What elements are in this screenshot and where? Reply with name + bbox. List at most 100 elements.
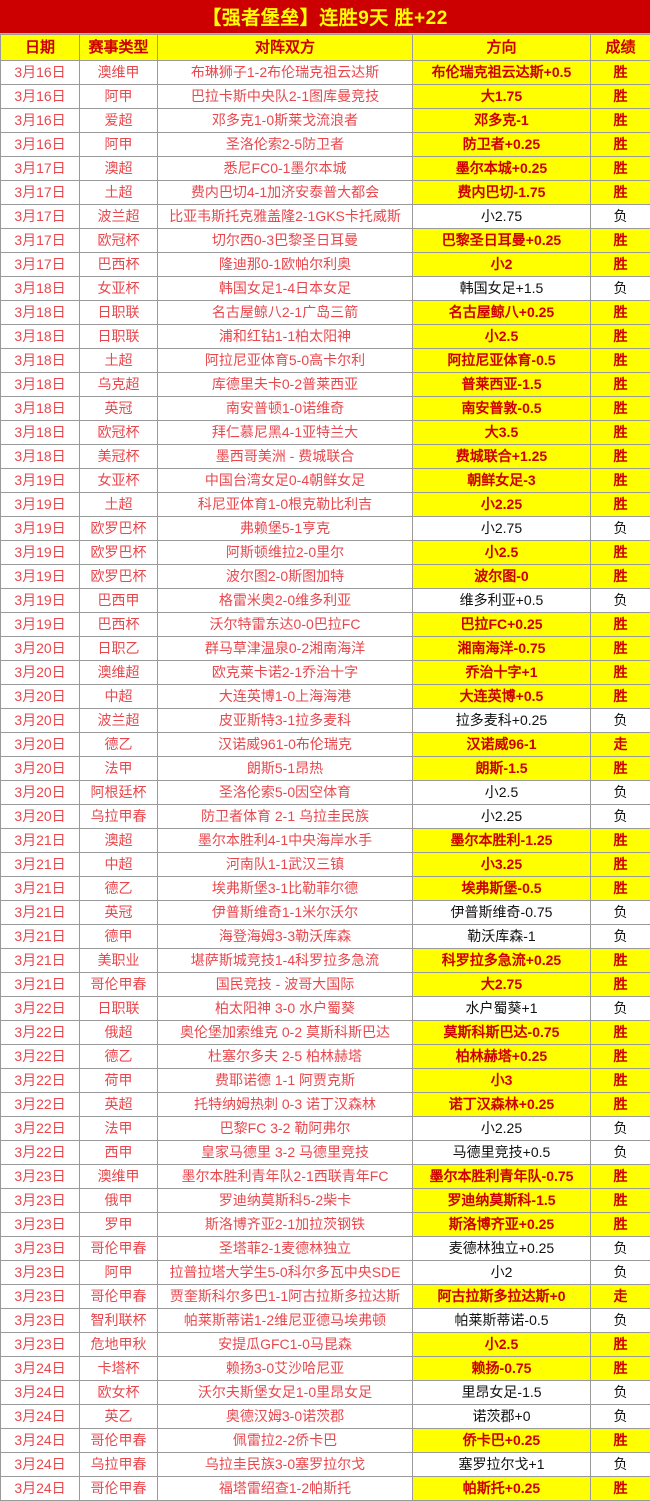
- cell-date: 3月16日: [1, 85, 80, 109]
- cell-match: 阿拉尼亚体育5-0高卡尔利: [158, 349, 413, 373]
- cell-result: 胜: [591, 301, 650, 325]
- cell-league: 波兰超: [80, 709, 158, 733]
- cell-match: 隆迪那0-1欧帕尔利奥: [158, 253, 413, 277]
- cell-result: 负: [591, 589, 650, 613]
- cell-date: 3月17日: [1, 253, 80, 277]
- cell-direction: 名古屋鲸八+0.25: [413, 301, 591, 325]
- cell-direction: 巴黎圣日耳曼+0.25: [413, 229, 591, 253]
- cell-date: 3月24日: [1, 1357, 80, 1381]
- cell-date: 3月23日: [1, 1189, 80, 1213]
- cell-date: 3月21日: [1, 973, 80, 997]
- cell-direction: 维多利亚+0.5: [413, 589, 591, 613]
- cell-league: 澳维甲: [80, 1165, 158, 1189]
- cell-date: 3月21日: [1, 853, 80, 877]
- cell-league: 女亚杯: [80, 469, 158, 493]
- cell-direction: 大2.75: [413, 973, 591, 997]
- cell-date: 3月22日: [1, 1021, 80, 1045]
- cell-league: 巴西杯: [80, 253, 158, 277]
- cell-direction: 朗斯-1.5: [413, 757, 591, 781]
- cell-direction: 拉多麦科+0.25: [413, 709, 591, 733]
- cell-date: 3月23日: [1, 1333, 80, 1357]
- cell-result: 胜: [591, 1357, 650, 1381]
- cell-league: 乌克超: [80, 373, 158, 397]
- title-banner: 【强者堡垒】连胜9天 胜+22: [0, 0, 650, 34]
- cell-league: 日职联: [80, 325, 158, 349]
- cell-league: 日职乙: [80, 637, 158, 661]
- cell-date: 3月20日: [1, 781, 80, 805]
- cell-date: 3月24日: [1, 1477, 80, 1501]
- cell-direction: 小3: [413, 1069, 591, 1093]
- column-header-result: 成绩: [591, 35, 650, 61]
- cell-date: 3月19日: [1, 469, 80, 493]
- cell-league: 阿甲: [80, 85, 158, 109]
- cell-direction: 巴拉FC+0.25: [413, 613, 591, 637]
- cell-date: 3月20日: [1, 805, 80, 829]
- cell-league: 日职联: [80, 997, 158, 1021]
- cell-date: 3月20日: [1, 709, 80, 733]
- cell-direction: 费城联合+1.25: [413, 445, 591, 469]
- cell-league: 西甲: [80, 1141, 158, 1165]
- cell-league: 英冠: [80, 397, 158, 421]
- cell-date: 3月18日: [1, 325, 80, 349]
- cell-result: 负: [591, 709, 650, 733]
- cell-result: 胜: [591, 853, 650, 877]
- cell-date: 3月20日: [1, 661, 80, 685]
- cell-match: 比亚韦斯托克雅盖隆2-1GKS卡托威斯: [158, 205, 413, 229]
- cell-direction: 埃弗斯堡-0.5: [413, 877, 591, 901]
- cell-date: 3月21日: [1, 829, 80, 853]
- cell-league: 乌拉甲春: [80, 1453, 158, 1477]
- cell-match: 圣洛伦索5-0因空体育: [158, 781, 413, 805]
- cell-league: 欧罗巴杯: [80, 517, 158, 541]
- cell-match: 费内巴切4-1加济安泰普大都会: [158, 181, 413, 205]
- cell-match: 墨尔本胜利4-1中央海岸水手: [158, 829, 413, 853]
- cell-match: 圣洛伦索2-5防卫者: [158, 133, 413, 157]
- cell-direction: 韩国女足+1.5: [413, 277, 591, 301]
- cell-match: 帕莱斯蒂诺1-2维尼亚德马埃弗顿: [158, 1309, 413, 1333]
- cell-result: 胜: [591, 541, 650, 565]
- cell-direction: 罗迪纳莫斯科-1.5: [413, 1189, 591, 1213]
- cell-direction: 莫斯科斯巴达-0.75: [413, 1021, 591, 1045]
- cell-match: 汉诺威961-0布伦瑞克: [158, 733, 413, 757]
- cell-match: 库德里夫卡0-2普莱西亚: [158, 373, 413, 397]
- cell-direction: 勒沃库森-1: [413, 925, 591, 949]
- cell-result: 胜: [591, 877, 650, 901]
- cell-date: 3月17日: [1, 205, 80, 229]
- cell-match: 乌拉圭民族3-0塞罗拉尔戈: [158, 1453, 413, 1477]
- cell-result: 负: [591, 1237, 650, 1261]
- column-header-direction: 方向: [413, 35, 591, 61]
- cell-league: 哥伦甲春: [80, 1285, 158, 1309]
- cell-date: 3月23日: [1, 1285, 80, 1309]
- cell-match: 欧克莱卡诺2-1乔治十字: [158, 661, 413, 685]
- column-header-date: 日期: [1, 35, 80, 61]
- cell-match: 斯洛博齐亚2-1加拉茨钢铁: [158, 1213, 413, 1237]
- cell-league: 英乙: [80, 1405, 158, 1429]
- cell-league: 中超: [80, 685, 158, 709]
- cell-match: 中国台湾女足0-4朝鲜女足: [158, 469, 413, 493]
- table-header: 日期 赛事类型 对阵双方 方向 成绩: [1, 35, 650, 61]
- cell-result: 胜: [591, 469, 650, 493]
- cell-match: 杜塞尔多夫 2-5 柏林赫塔: [158, 1045, 413, 1069]
- cell-date: 3月23日: [1, 1237, 80, 1261]
- cell-direction: 帕斯托+0.25: [413, 1477, 591, 1501]
- cell-league: 法甲: [80, 1117, 158, 1141]
- cell-match: 阿斯顿维拉2-0里尔: [158, 541, 413, 565]
- cell-league: 德乙: [80, 733, 158, 757]
- cell-match: 柏太阳神 3-0 水户蜀葵: [158, 997, 413, 1021]
- cell-date: 3月17日: [1, 229, 80, 253]
- cell-direction: 麦德林独立+0.25: [413, 1237, 591, 1261]
- cell-league: 巴西杯: [80, 613, 158, 637]
- cell-result: 负: [591, 1405, 650, 1429]
- cell-date: 3月22日: [1, 1045, 80, 1069]
